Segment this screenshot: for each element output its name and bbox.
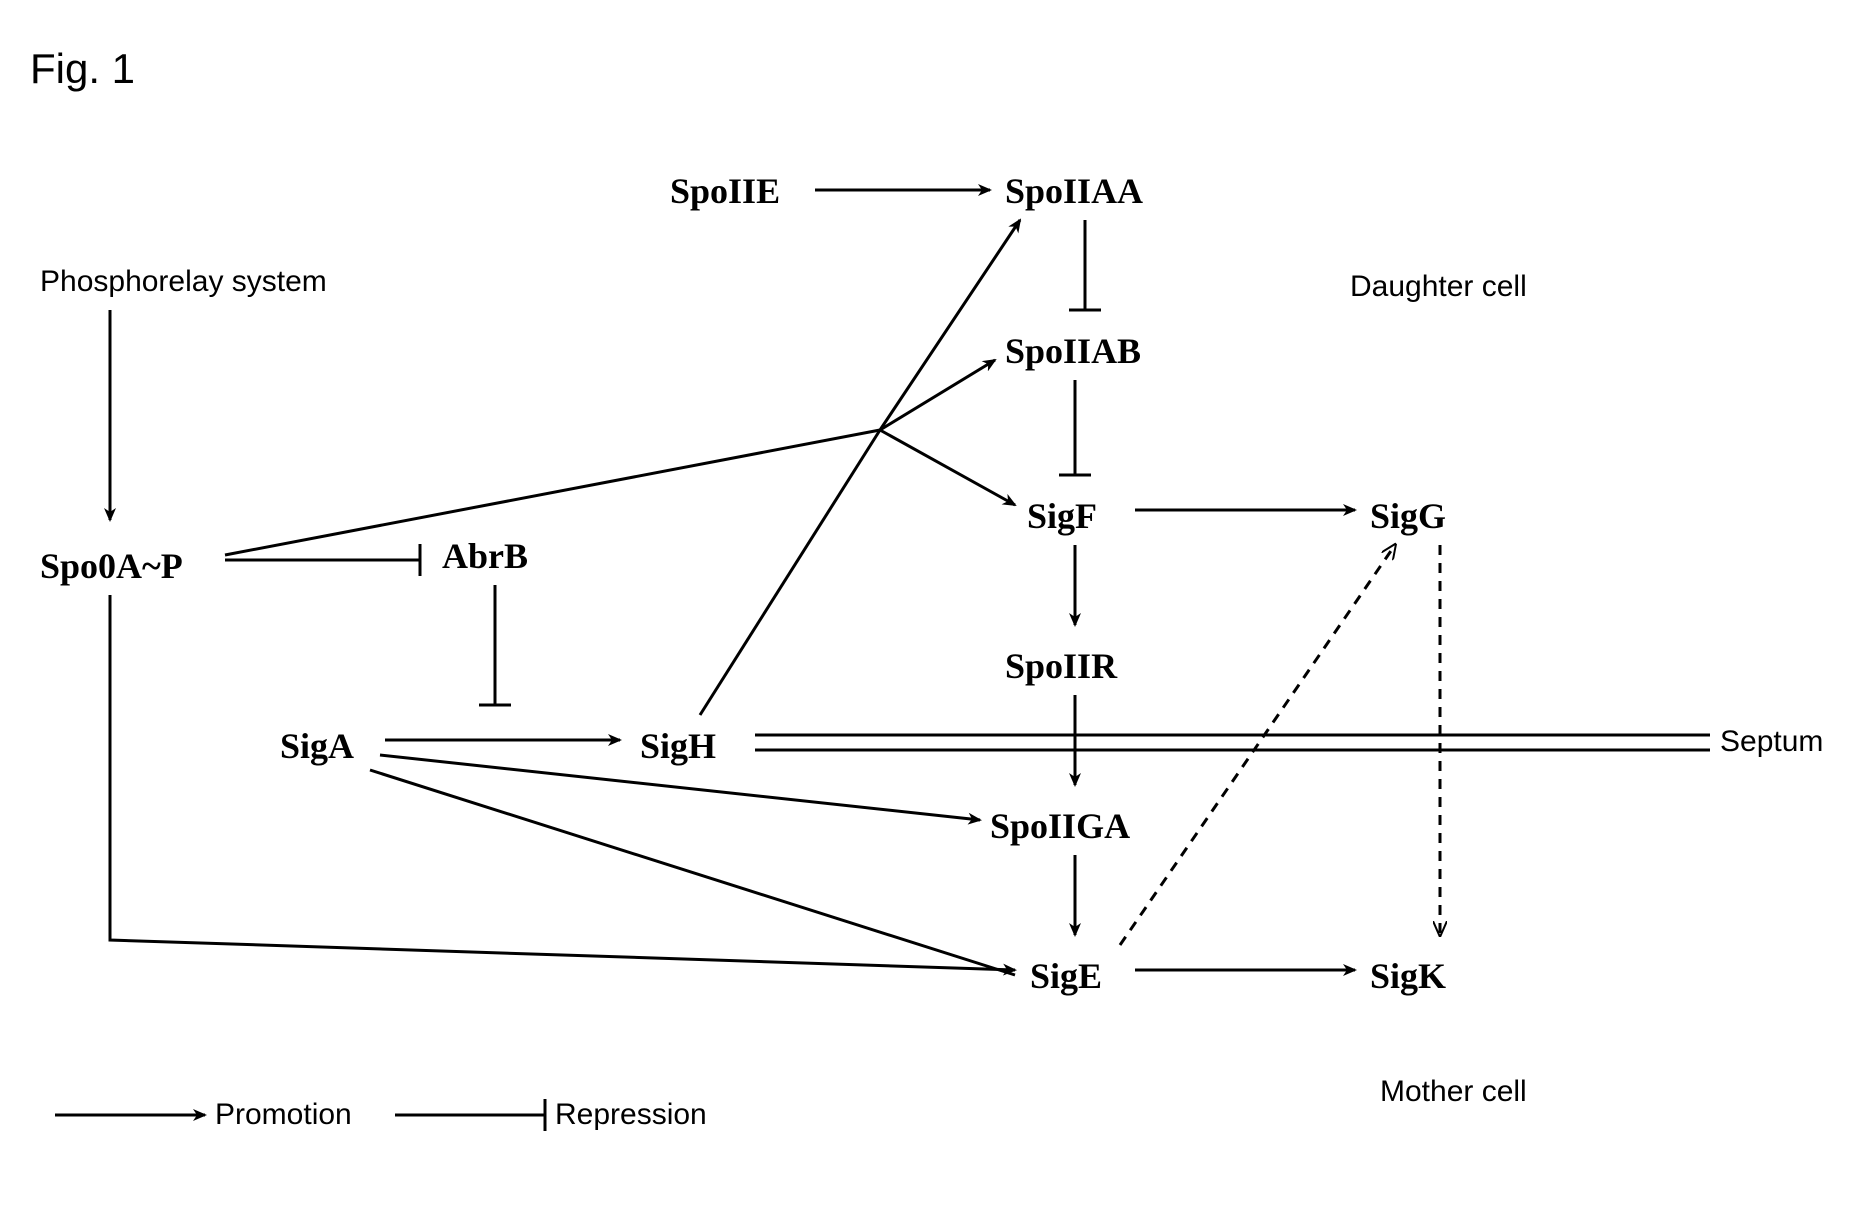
edges-svg xyxy=(0,0,1861,1214)
node-sigE: SigE xyxy=(1030,955,1102,997)
annotation-septum: Septum xyxy=(1720,725,1823,759)
node-sigH: SigH xyxy=(640,725,716,767)
node-spo0A: Spo0A~P xyxy=(40,545,183,587)
node-sigF: SigF xyxy=(1027,495,1097,537)
node-sigK: SigK xyxy=(1370,955,1446,997)
node-sigG: SigG xyxy=(1370,495,1446,537)
annotation-mother-cell: Mother cell xyxy=(1380,1075,1527,1109)
legend-repression-label: Repression xyxy=(555,1098,707,1132)
node-spoIIAA: SpoIIAA xyxy=(1005,170,1143,212)
legend-promotion-label: Promotion xyxy=(215,1098,352,1132)
figure-canvas: Fig. 1 SpoIIE SpoIIAA SpoIIAB SigF SigG … xyxy=(0,0,1861,1214)
figure-title: Fig. 1 xyxy=(30,45,135,93)
annotation-daughter-cell: Daughter cell xyxy=(1350,270,1527,304)
annotation-phosphorelay: Phosphorelay system xyxy=(40,265,327,299)
node-sigA: SigA xyxy=(280,725,354,767)
node-spoIIGA: SpoIIGA xyxy=(990,805,1130,847)
node-spoIIR: SpoIIR xyxy=(1005,645,1117,687)
node-spoIIE: SpoIIE xyxy=(670,170,780,212)
node-abrB: AbrB xyxy=(442,535,528,577)
node-spoIIAB: SpoIIAB xyxy=(1005,330,1141,372)
